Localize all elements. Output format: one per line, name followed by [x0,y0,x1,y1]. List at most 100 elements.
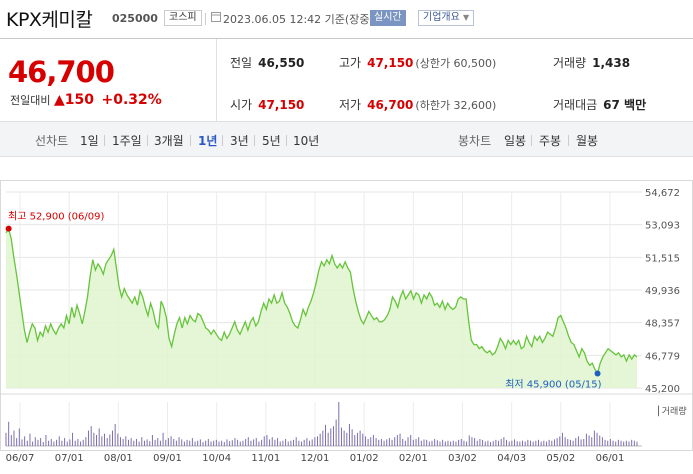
volume-bar [466,441,468,446]
price-line [5,227,638,376]
volume-bar [111,430,113,446]
volume-bar [16,438,18,446]
tab-1d[interactable]: 1일 [80,134,99,148]
volume-bar [285,438,287,446]
volume-bar [359,430,361,446]
volume-bar [551,440,553,446]
realtime-button[interactable]: 실시간 [370,10,406,26]
volume-bar [255,438,257,446]
volume-bar [223,442,225,446]
volume-bar [245,438,247,446]
volume-bar [122,438,124,446]
x-tick-label: 10/04 [202,453,231,464]
volume-bar [609,438,611,446]
volume-bar [13,430,15,446]
volume-bar [282,440,284,446]
volume-bar [372,435,374,446]
amount-label: 거래대금 [553,98,598,112]
volume-bar [545,441,547,446]
volume-bar [596,432,598,446]
volume-bar [143,440,145,446]
volume-bar [455,441,457,446]
volume-bar [444,441,446,446]
volume-bar [127,439,129,446]
tab-5y[interactable]: 5년 [262,134,281,148]
volume-bar [612,440,614,446]
volume-bar [530,440,532,446]
volume-bar [569,439,571,446]
volume-bar [388,438,390,446]
tab-divider [104,135,105,146]
stock-name: KPX케미칼 [6,9,93,31]
volume-bar [229,441,231,446]
volume-bar [522,440,524,446]
volume-bar [29,433,31,446]
volume-bar [567,438,569,446]
volume-bar [250,440,252,446]
amount-cell: 거래대금 67 백만 [553,96,646,113]
volume-bar [458,439,460,446]
tab-divider [568,135,569,146]
volume-bar [253,439,255,446]
tab-1w[interactable]: 1주일 [112,134,142,148]
change-percent: +0.32% [101,92,162,108]
volume-bar [119,437,121,446]
volume-bar [5,432,7,446]
tab-10y[interactable]: 10년 [293,134,320,148]
volume-bar [620,440,622,446]
tab-3m[interactable]: 3개월 [154,134,184,148]
volume-bar [420,440,422,446]
tab-daily-candle[interactable]: 일봉 [504,134,527,148]
tab-monthly-candle[interactable]: 월봉 [576,134,599,148]
volume-bar [601,437,603,446]
volume-bar [604,439,606,446]
x-tick-label: 12/01 [301,453,330,464]
volume-bar [173,438,175,446]
volume-bar [588,435,590,446]
volume-bar [330,428,332,446]
volume-bar [175,440,177,446]
volume-bar [506,439,508,446]
volume-bar [399,433,401,446]
volume-bar [543,440,545,446]
high-label: 고가 [339,56,362,70]
volume-bar [394,437,396,446]
volume-bar [159,440,161,446]
volume-bar [157,438,159,446]
volume-bar [468,435,470,446]
volume-bar [50,438,52,446]
volume-bar [135,438,137,446]
volume-bar [93,432,95,446]
high-marker [5,225,12,232]
volume-bar [378,439,380,446]
tab-3y[interactable]: 3년 [230,134,249,148]
volume-bar [524,441,526,446]
tab-1y[interactable]: 1년 [198,134,218,148]
volume-bar [237,439,239,446]
volume-bar [415,438,417,446]
volume-bar [45,435,47,446]
volume-bar [125,436,127,446]
volume-bar [450,441,452,446]
volume-bar [8,421,10,446]
volume-bar [290,440,292,446]
x-tick-label: 11/01 [251,453,280,464]
volume-bar [327,432,329,446]
volume-bar [428,441,430,446]
volume-bar [178,437,180,446]
volume-bar [269,439,271,446]
volume-bar [154,439,156,446]
x-tick-label: 06/07 [6,453,35,464]
volume-bar [61,440,63,446]
volume-bar [218,441,220,446]
company-info-button[interactable]: 기업개요 ▼ [418,10,475,26]
volume-bar [18,428,20,446]
header-divider [205,13,206,25]
volume-bar [317,436,319,446]
volume-bar [301,441,303,446]
volume-bar [380,438,382,446]
volume-bar [482,439,484,446]
volume-bar [80,441,82,446]
volume-bar [519,441,521,446]
tab-weekly-candle[interactable]: 주봉 [539,134,562,148]
